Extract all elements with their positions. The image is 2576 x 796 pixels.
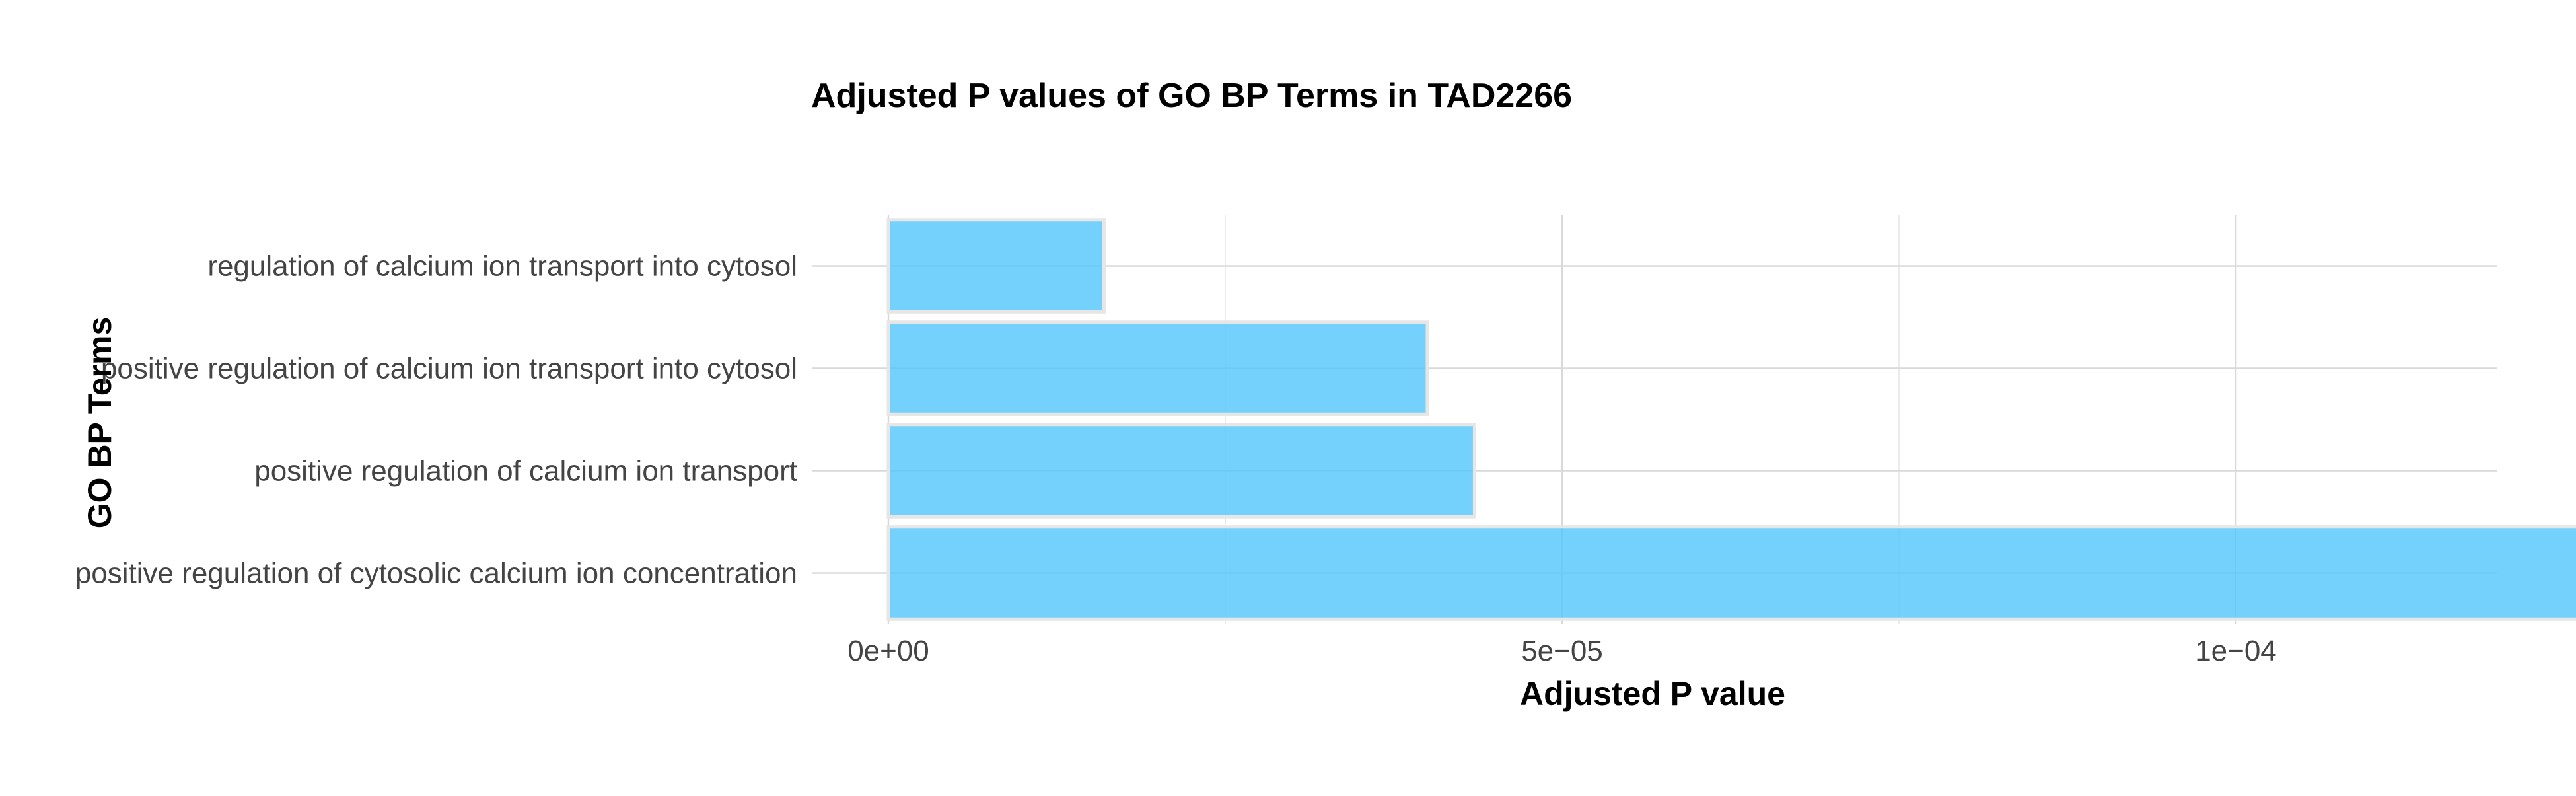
x-axis-title: Adjusted P value	[1520, 675, 1785, 712]
bar	[886, 218, 1106, 314]
y-tick-label: regulation of calcium ion transport into…	[207, 250, 797, 283]
x-tick-labels: 0e+00 5e−05 1e−04	[847, 635, 2277, 667]
y-tick-labels: regulation of calcium ion transport into…	[75, 250, 797, 590]
y-axis-title: GO BP Terms	[81, 317, 118, 528]
x-tick-label: 1e−04	[2195, 635, 2277, 667]
chart-title: Adjusted P values of GO BP Terms in TAD2…	[811, 77, 1572, 115]
bar	[886, 525, 2576, 621]
x-tick-label: 5e−05	[1521, 635, 1603, 667]
y-tick-label: positive regulation of calcium ion trans…	[101, 353, 797, 385]
bar	[886, 320, 1429, 416]
bars-layer	[886, 218, 2576, 621]
y-tick-label: positive regulation of cytosolic calcium…	[75, 558, 797, 590]
x-tick-label: 0e+00	[847, 635, 929, 667]
y-tick-label: positive regulation of calcium ion trans…	[254, 455, 797, 488]
bar	[886, 423, 1476, 519]
